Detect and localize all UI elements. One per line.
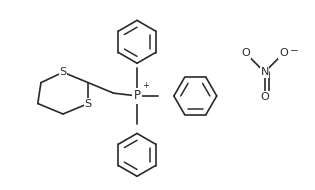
Text: S: S	[85, 99, 92, 108]
Text: O: O	[260, 92, 269, 102]
Text: O: O	[279, 48, 288, 58]
Text: +: +	[142, 81, 149, 90]
Text: −: −	[290, 46, 299, 56]
Text: P: P	[134, 89, 140, 102]
Text: O: O	[241, 48, 250, 58]
Text: N: N	[261, 67, 269, 77]
Text: S: S	[60, 67, 66, 77]
